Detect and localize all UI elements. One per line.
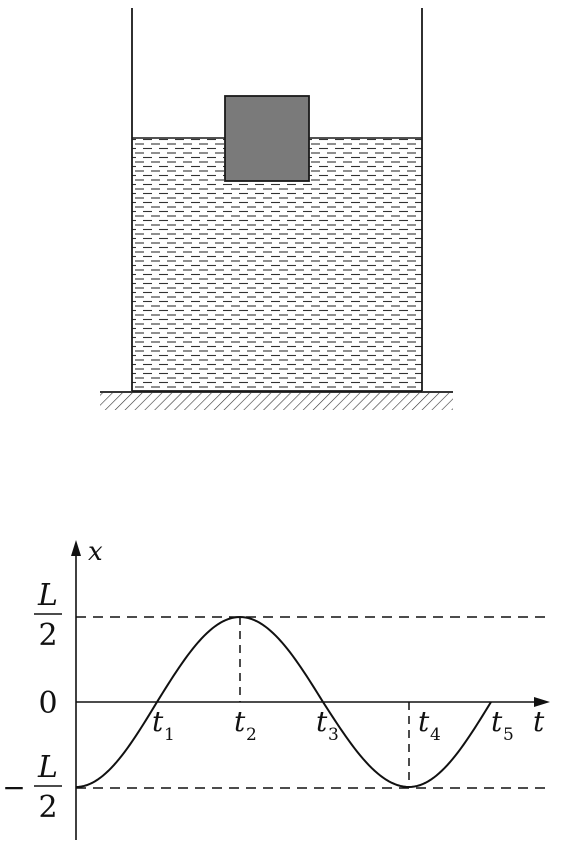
t5-label: t 5 — [491, 705, 514, 745]
y-axis-label: x — [88, 537, 103, 567]
svg-text:1: 1 — [164, 725, 175, 745]
svg-text:t: t — [234, 705, 246, 738]
svg-text:2: 2 — [38, 790, 57, 825]
svg-text:4: 4 — [430, 725, 441, 745]
svg-text:t: t — [152, 705, 164, 738]
displacement-curve — [75, 615, 492, 789]
t4-label: t 4 — [418, 705, 441, 745]
y-tick-zero: 0 — [38, 686, 57, 721]
svg-text:5: 5 — [503, 725, 514, 745]
ground-hatch — [100, 393, 453, 410]
y-tick-minus-L-over-2: − L 2 — [2, 750, 62, 825]
svg-text:t: t — [491, 705, 503, 738]
container-diagram — [100, 8, 453, 410]
y-axis-arrow — [71, 540, 81, 556]
t-axis-arrow — [534, 697, 550, 707]
t2-label: t 2 — [234, 705, 257, 745]
y-tick-L-over-2: L 2 — [34, 578, 62, 653]
svg-text:t: t — [418, 705, 430, 738]
svg-text:L: L — [37, 750, 58, 785]
x-t-graph: x t L 2 0 − L 2 t 1 t — [2, 537, 550, 840]
svg-text:3: 3 — [328, 725, 339, 745]
t3-label: t 3 — [316, 705, 339, 745]
t-axis-label: t — [533, 705, 545, 738]
svg-text:−: − — [2, 771, 25, 804]
t1-label: t 1 — [152, 705, 175, 745]
svg-text:t: t — [316, 705, 328, 738]
svg-text:L: L — [37, 578, 58, 613]
svg-text:2: 2 — [38, 618, 57, 653]
floating-block — [224, 95, 310, 182]
svg-text:2: 2 — [246, 725, 257, 745]
